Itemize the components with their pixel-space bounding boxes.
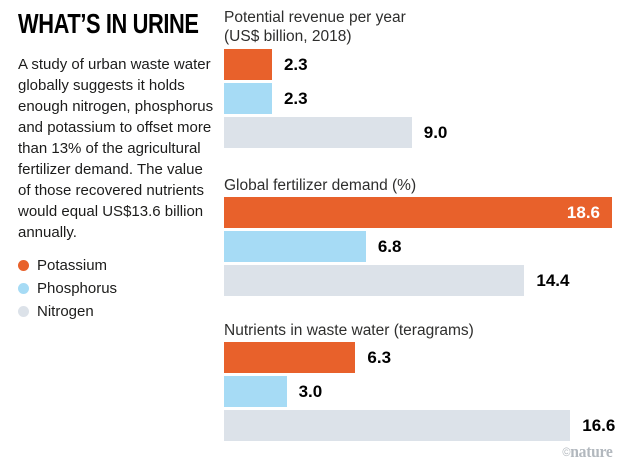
- watermark-text: nature: [570, 442, 614, 461]
- bar-value-label: 18.6: [566, 202, 600, 222]
- bar-row: 2.3: [224, 49, 612, 80]
- chart3-title: Nutrients in waste water (teragrams): [224, 322, 474, 339]
- chart3-bars: 6.3 3.0 16.6: [224, 342, 615, 444]
- bar-row: 9.0: [224, 117, 612, 148]
- bar-value-label: 2.3: [283, 88, 308, 108]
- bar-row: 2.3: [224, 83, 612, 114]
- phosphorus-dot-icon: [18, 283, 29, 294]
- bar-row: 18.6: [224, 197, 612, 228]
- chart3-bar-nitrogen: 16.6: [224, 410, 615, 441]
- legend-item-nitrogen: Nitrogen: [18, 300, 216, 323]
- bar-row: 3.0: [224, 376, 612, 407]
- bar-value-label: 14.4: [536, 270, 570, 290]
- chart3-bar-phosphorus: 3.0: [224, 376, 322, 407]
- chart2-bar-potassium: 18.6: [224, 197, 612, 228]
- chart3-bar-potassium: 6.3: [224, 342, 391, 373]
- chart2-title: Global fertilizer demand (%): [224, 177, 417, 194]
- chart2-bars: 18.6 6.8 14.4: [224, 197, 612, 299]
- nature-watermark: ©nature: [562, 442, 614, 462]
- bar-value-label: 6.3: [367, 347, 392, 367]
- chart1-bar-nitrogen: 9.0: [224, 117, 447, 148]
- bar-value-label: 3.0: [298, 381, 323, 401]
- chart1-bar-phosphorus: 2.3: [224, 83, 308, 114]
- nitrogen-dot-icon: [18, 306, 29, 317]
- bar-value-label: 6.8: [377, 236, 402, 256]
- legend-label: Nitrogen: [37, 303, 94, 320]
- left-column: WHAT’S IN URINE A study of urban waste w…: [18, 8, 216, 243]
- bar-value-label: 16.6: [582, 415, 616, 435]
- bar-value-label: 9.0: [423, 122, 448, 142]
- description-text: A study of urban waste water globally su…: [18, 56, 214, 241]
- legend-label: Potassium: [37, 257, 108, 274]
- chart1-title-line2: (US$ billion, 2018): [224, 28, 352, 45]
- page-title: WHAT’S IN URINE: [18, 8, 199, 39]
- chart2-bar-phosphorus: 6.8: [224, 231, 401, 262]
- copyright-icon: ©: [562, 445, 571, 459]
- bar-value-label: 2.3: [283, 54, 308, 74]
- bar-row: 6.8: [224, 231, 612, 262]
- bar-row: 16.6: [224, 410, 615, 441]
- legend-item-potassium: Potassium: [18, 254, 216, 277]
- legend-label: Phosphorus: [37, 280, 118, 297]
- chart1-title-line1: Potential revenue per year: [224, 9, 406, 26]
- potassium-dot-icon: [18, 260, 29, 271]
- chart1-title: Potential revenue per year (US$ billion,…: [224, 8, 612, 46]
- bar-row: 14.4: [224, 265, 612, 296]
- chart2-bar-nitrogen: 14.4: [224, 265, 569, 296]
- chart1-bar-potassium: 2.3: [224, 49, 308, 80]
- chart1-bars: 2.3 2.3 9.0: [224, 49, 612, 151]
- legend: Potassium Phosphorus Nitrogen: [18, 254, 216, 323]
- charts-column: Potential revenue per year (US$ billion,…: [224, 0, 615, 464]
- bar-row: 6.3: [224, 342, 612, 373]
- legend-item-phosphorus: Phosphorus: [18, 277, 216, 300]
